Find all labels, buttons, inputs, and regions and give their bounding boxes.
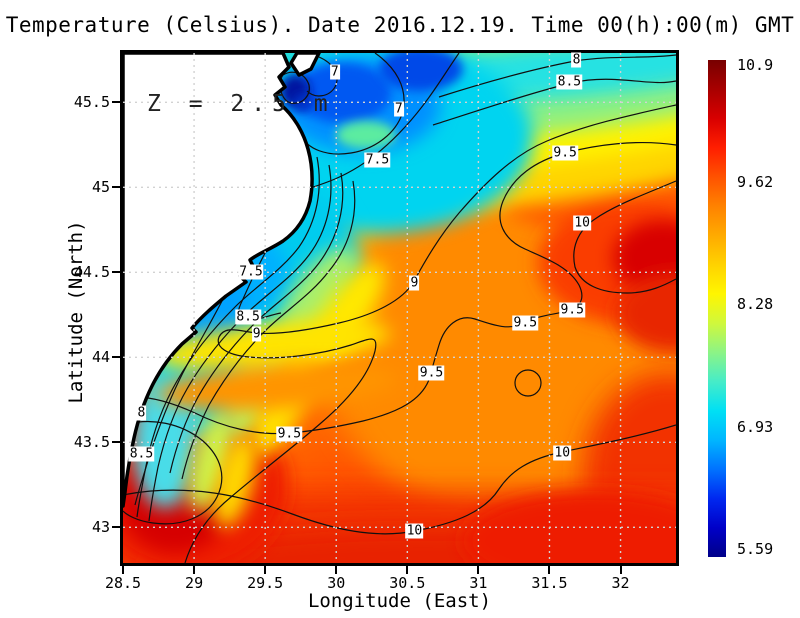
y-tick-label: 45	[91, 178, 110, 197]
colorbar-tick-label: 9.62	[737, 172, 774, 191]
map-plot: Z = 2.5 m	[123, 53, 676, 563]
y-tick-mark	[112, 186, 120, 189]
x-tick-label: 31	[469, 574, 488, 592]
y-tick-label: 43.5	[73, 433, 110, 452]
y-tick-mark	[112, 101, 120, 104]
contour-label: 9.5	[512, 315, 539, 331]
contour-label: 8.5	[556, 74, 583, 90]
contour-label: 8.5	[128, 446, 155, 462]
y-tick-mark	[112, 271, 120, 274]
x-tick-mark	[406, 566, 409, 574]
y-tick-mark	[112, 356, 120, 359]
contour-label: 10	[405, 523, 424, 539]
contour-label: 9.5	[559, 302, 585, 318]
x-tick-label: 32	[611, 574, 630, 592]
plot-title: Temperature (Celsius). Date 2016.12.19. …	[5, 13, 795, 37]
x-axis-label: Longitude (East)	[307, 590, 492, 612]
y-tick-label: 43	[91, 518, 110, 537]
contour-label: 8.5	[235, 309, 261, 324]
x-tick-label: 30	[327, 574, 346, 592]
contour-label: 8	[571, 52, 582, 68]
contour-label: 7.5	[238, 264, 264, 280]
contour-label: 10	[573, 215, 591, 231]
contour-label: 8	[136, 405, 147, 421]
y-tick-mark	[112, 441, 120, 444]
x-tick-label: 30.5	[389, 574, 426, 592]
depth-annotation: Z = 2.5 m	[147, 91, 335, 117]
x-tick-mark	[477, 566, 480, 574]
contour-label: 9.5	[276, 426, 303, 442]
contour-label: 9	[409, 275, 420, 290]
y-tick-label: 45.5	[73, 93, 110, 112]
y-axis-label: Latitude (North)	[65, 220, 87, 404]
contour-label: 9	[251, 326, 262, 341]
x-tick-label: 31.5	[531, 574, 568, 592]
contour-label: 10	[553, 445, 572, 460]
colorbar	[708, 60, 726, 557]
contour-label: 7	[393, 101, 404, 117]
contour-label: 7	[329, 64, 340, 80]
x-tick-mark	[122, 566, 124, 574]
x-tick-mark	[193, 566, 196, 574]
colorbar-tick-label: 8.28	[737, 294, 774, 313]
contour-label: 9.5	[552, 145, 578, 161]
x-tick-label: 28.5	[104, 574, 142, 592]
y-tick-mark	[112, 526, 120, 529]
contour-label: 9.5	[418, 365, 445, 381]
colorbar-tick-label: 5.59	[737, 540, 774, 558]
x-tick-mark	[264, 566, 267, 574]
y-tick-label: 44	[91, 348, 110, 367]
x-tick-mark	[619, 566, 622, 574]
x-tick-mark	[548, 566, 551, 574]
contour-label: 7.5	[364, 152, 391, 168]
y-tick-label: 44.5	[73, 263, 110, 282]
x-tick-label: 29.5	[247, 574, 284, 592]
colorbar-tick-label: 10.9	[737, 56, 774, 74]
x-tick-label: 29	[185, 574, 204, 592]
x-tick-mark	[335, 566, 338, 574]
colorbar-tick-label: 6.93	[737, 417, 774, 436]
